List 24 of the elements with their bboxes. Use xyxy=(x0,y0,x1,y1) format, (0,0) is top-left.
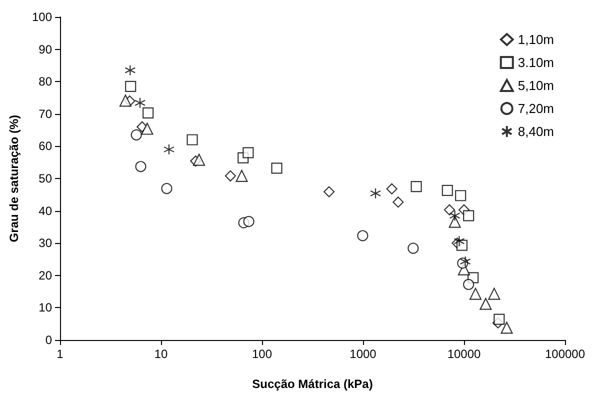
legend-label: 1,10m xyxy=(518,32,554,47)
y-tick-label: 50 xyxy=(38,172,52,186)
x-tick-label: 100 xyxy=(252,347,272,361)
y-tick-label: 100 xyxy=(32,10,52,24)
x-tick-label: 100000 xyxy=(544,347,586,361)
y-tick-label: 40 xyxy=(38,204,52,218)
y-tick-label: 60 xyxy=(38,139,52,154)
x-tick-label: 1 xyxy=(56,347,64,361)
y-tick-label: 70 xyxy=(38,106,52,121)
legend-label: 3.10m xyxy=(518,55,554,70)
legend-label: 8,40m xyxy=(518,124,554,139)
y-axis-title: Grau de saturação (%) xyxy=(7,114,21,242)
legend-label: 5,10m xyxy=(518,78,554,93)
y-tick-label: 30 xyxy=(38,236,52,250)
y-tick-label: 10 xyxy=(38,300,52,315)
y-tick-label: 90 xyxy=(38,42,52,56)
x-tick-label: 1000 xyxy=(350,347,377,361)
y-tick-label: 20 xyxy=(38,268,52,282)
x-axis-title: Sucção Mátrica (kPa) xyxy=(252,377,373,391)
x-tick-label: 10 xyxy=(154,347,168,361)
legend-label: 7,20m xyxy=(518,101,554,116)
x-tick-label: 10000 xyxy=(447,347,482,361)
y-tick-label: 0 xyxy=(45,333,52,347)
y-tick-label: 80 xyxy=(38,74,52,89)
